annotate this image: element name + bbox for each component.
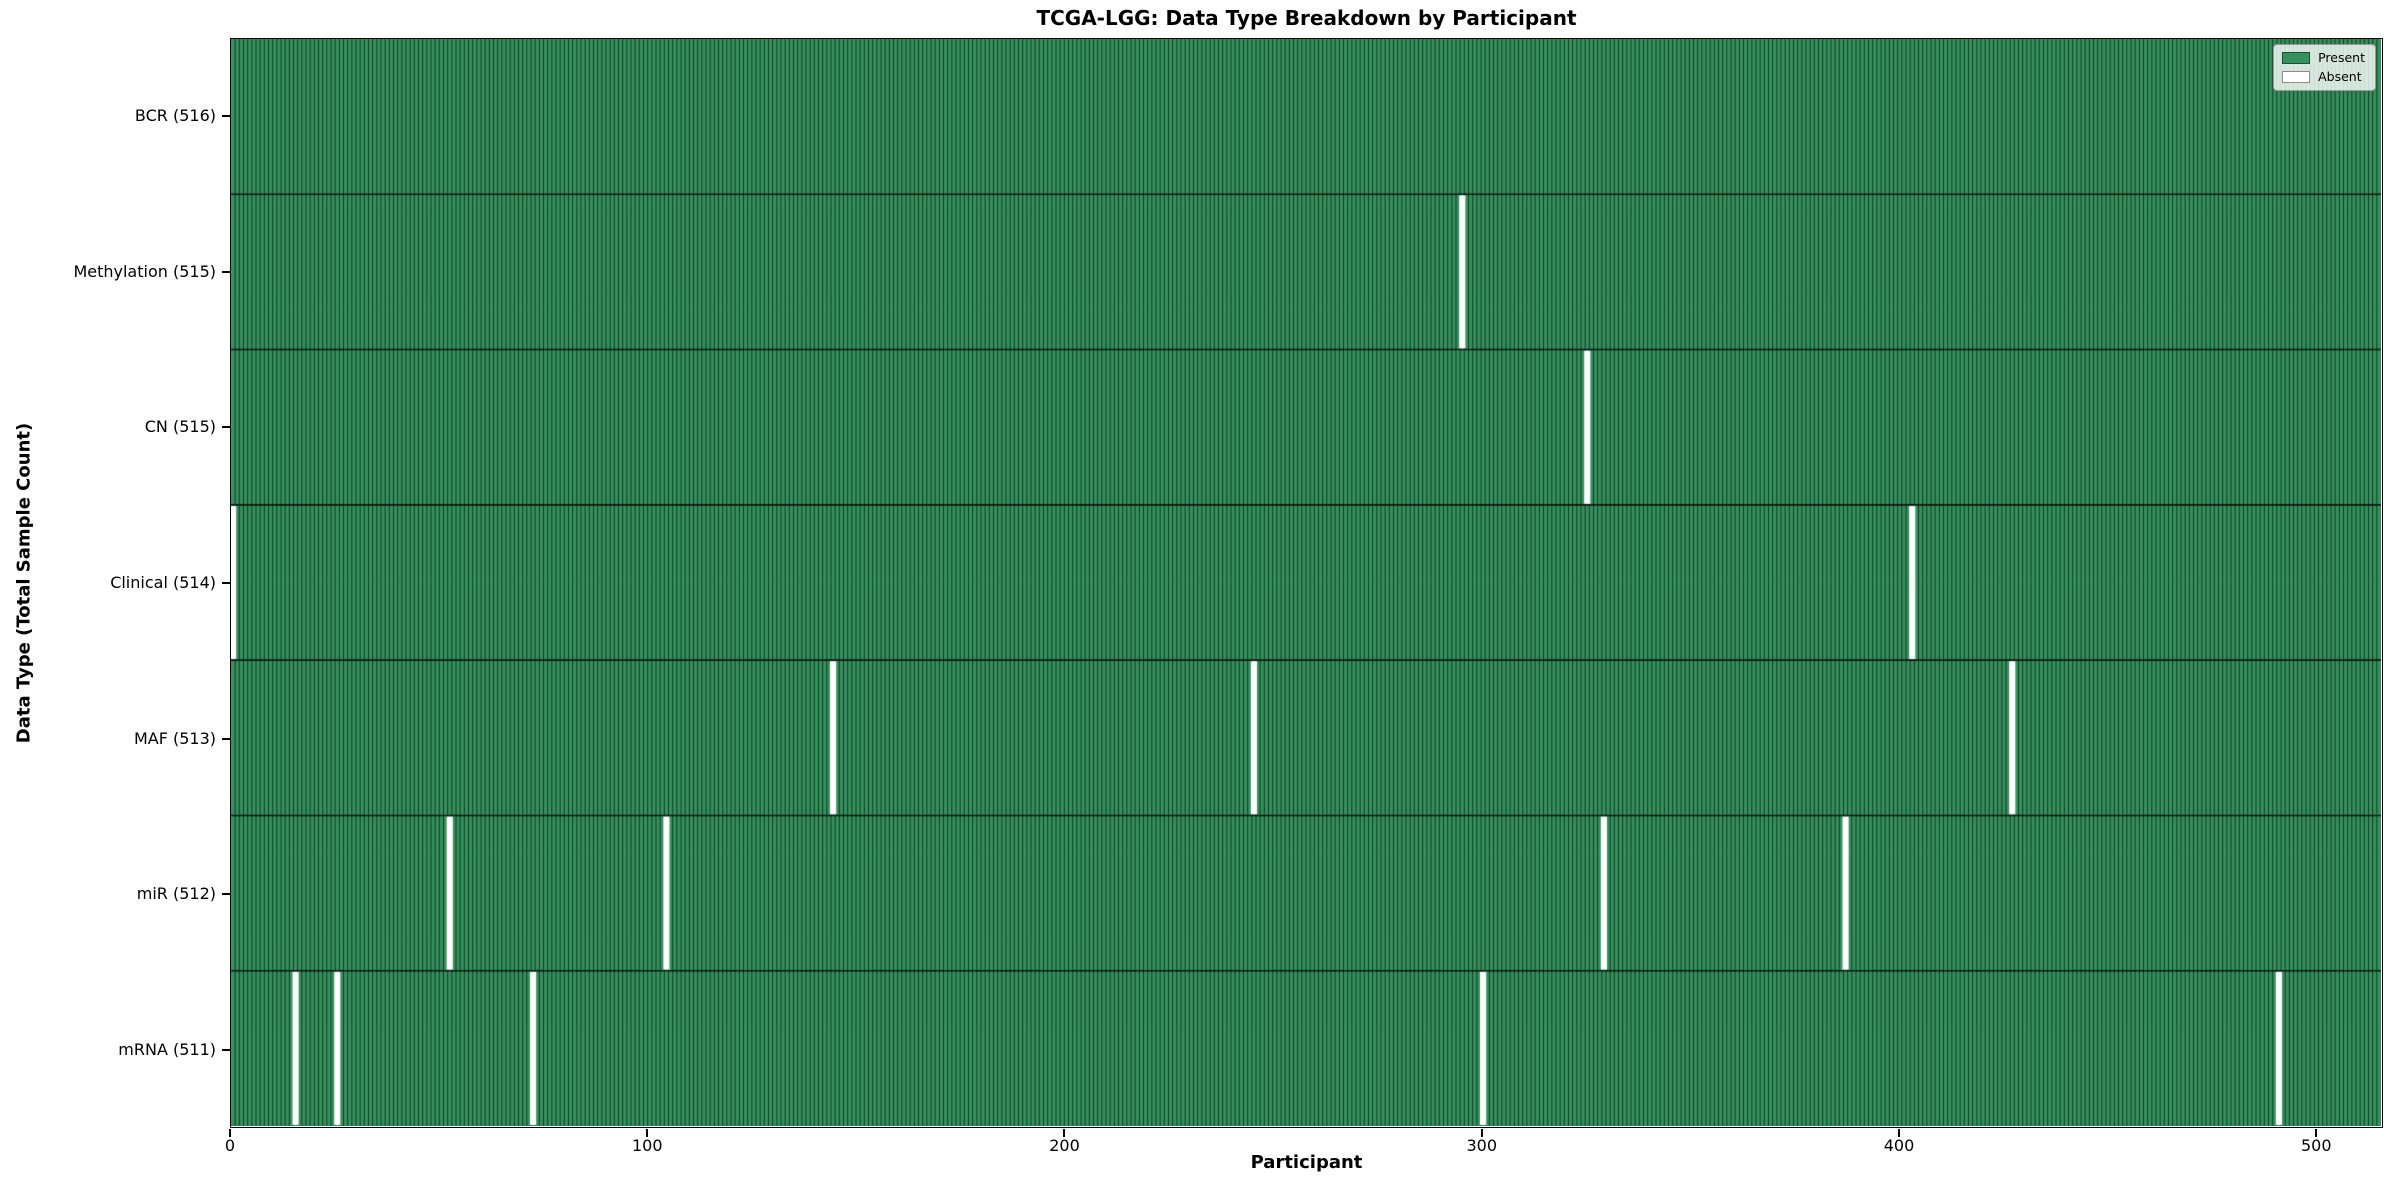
y-tick-label: BCR (516) bbox=[134, 105, 216, 125]
absent-swatch-icon bbox=[2282, 71, 2311, 83]
y-tick-label: Methylation (515) bbox=[73, 261, 216, 281]
y-tick-label: mRNA (511) bbox=[118, 1040, 216, 1060]
y-tick-mark bbox=[222, 737, 230, 740]
heatmap-canvas bbox=[231, 39, 2381, 1126]
legend-label: Absent bbox=[2318, 69, 2362, 84]
chart-title: TCGA-LGG: Data Type Breakdown by Partici… bbox=[1036, 6, 1577, 30]
y-tick-label: CN (515) bbox=[144, 417, 216, 437]
y-tick-label: MAF (513) bbox=[133, 728, 216, 748]
legend: Present Absent bbox=[2273, 44, 2376, 91]
x-tick-label: 0 bbox=[224, 1136, 236, 1155]
x-tick-mark bbox=[2315, 1129, 2318, 1137]
y-tick-mark bbox=[222, 426, 230, 429]
x-tick-mark bbox=[1897, 1129, 1900, 1137]
x-tick-mark bbox=[1063, 1129, 1066, 1137]
x-tick-label: 200 bbox=[1049, 1136, 1080, 1155]
x-tick-mark bbox=[646, 1129, 649, 1137]
y-tick-label: miR (512) bbox=[136, 884, 216, 904]
y-tick-mark bbox=[222, 114, 230, 117]
y-tick-mark bbox=[222, 582, 230, 584]
legend-item-absent: Absent bbox=[2282, 70, 2365, 84]
x-axis-label: Participant bbox=[1250, 1152, 1363, 1173]
y-tick-label: Clinical (514) bbox=[110, 573, 216, 592]
legend-label: Present bbox=[2318, 50, 2365, 65]
x-tick-mark bbox=[1480, 1129, 1483, 1137]
x-tick-label: 400 bbox=[1883, 1136, 1915, 1155]
x-tick-mark bbox=[229, 1129, 231, 1137]
present-swatch-icon bbox=[2282, 52, 2311, 64]
x-tick-label: 100 bbox=[631, 1136, 663, 1155]
y-tick-mark bbox=[222, 270, 230, 273]
x-tick-label: 300 bbox=[1466, 1136, 1497, 1155]
y-tick-mark bbox=[222, 893, 230, 896]
legend-item-present: Present bbox=[2282, 51, 2365, 65]
plot-area-frame bbox=[230, 38, 2383, 1128]
y-tick-mark bbox=[222, 1049, 230, 1052]
x-tick-label: 500 bbox=[2300, 1136, 2332, 1155]
